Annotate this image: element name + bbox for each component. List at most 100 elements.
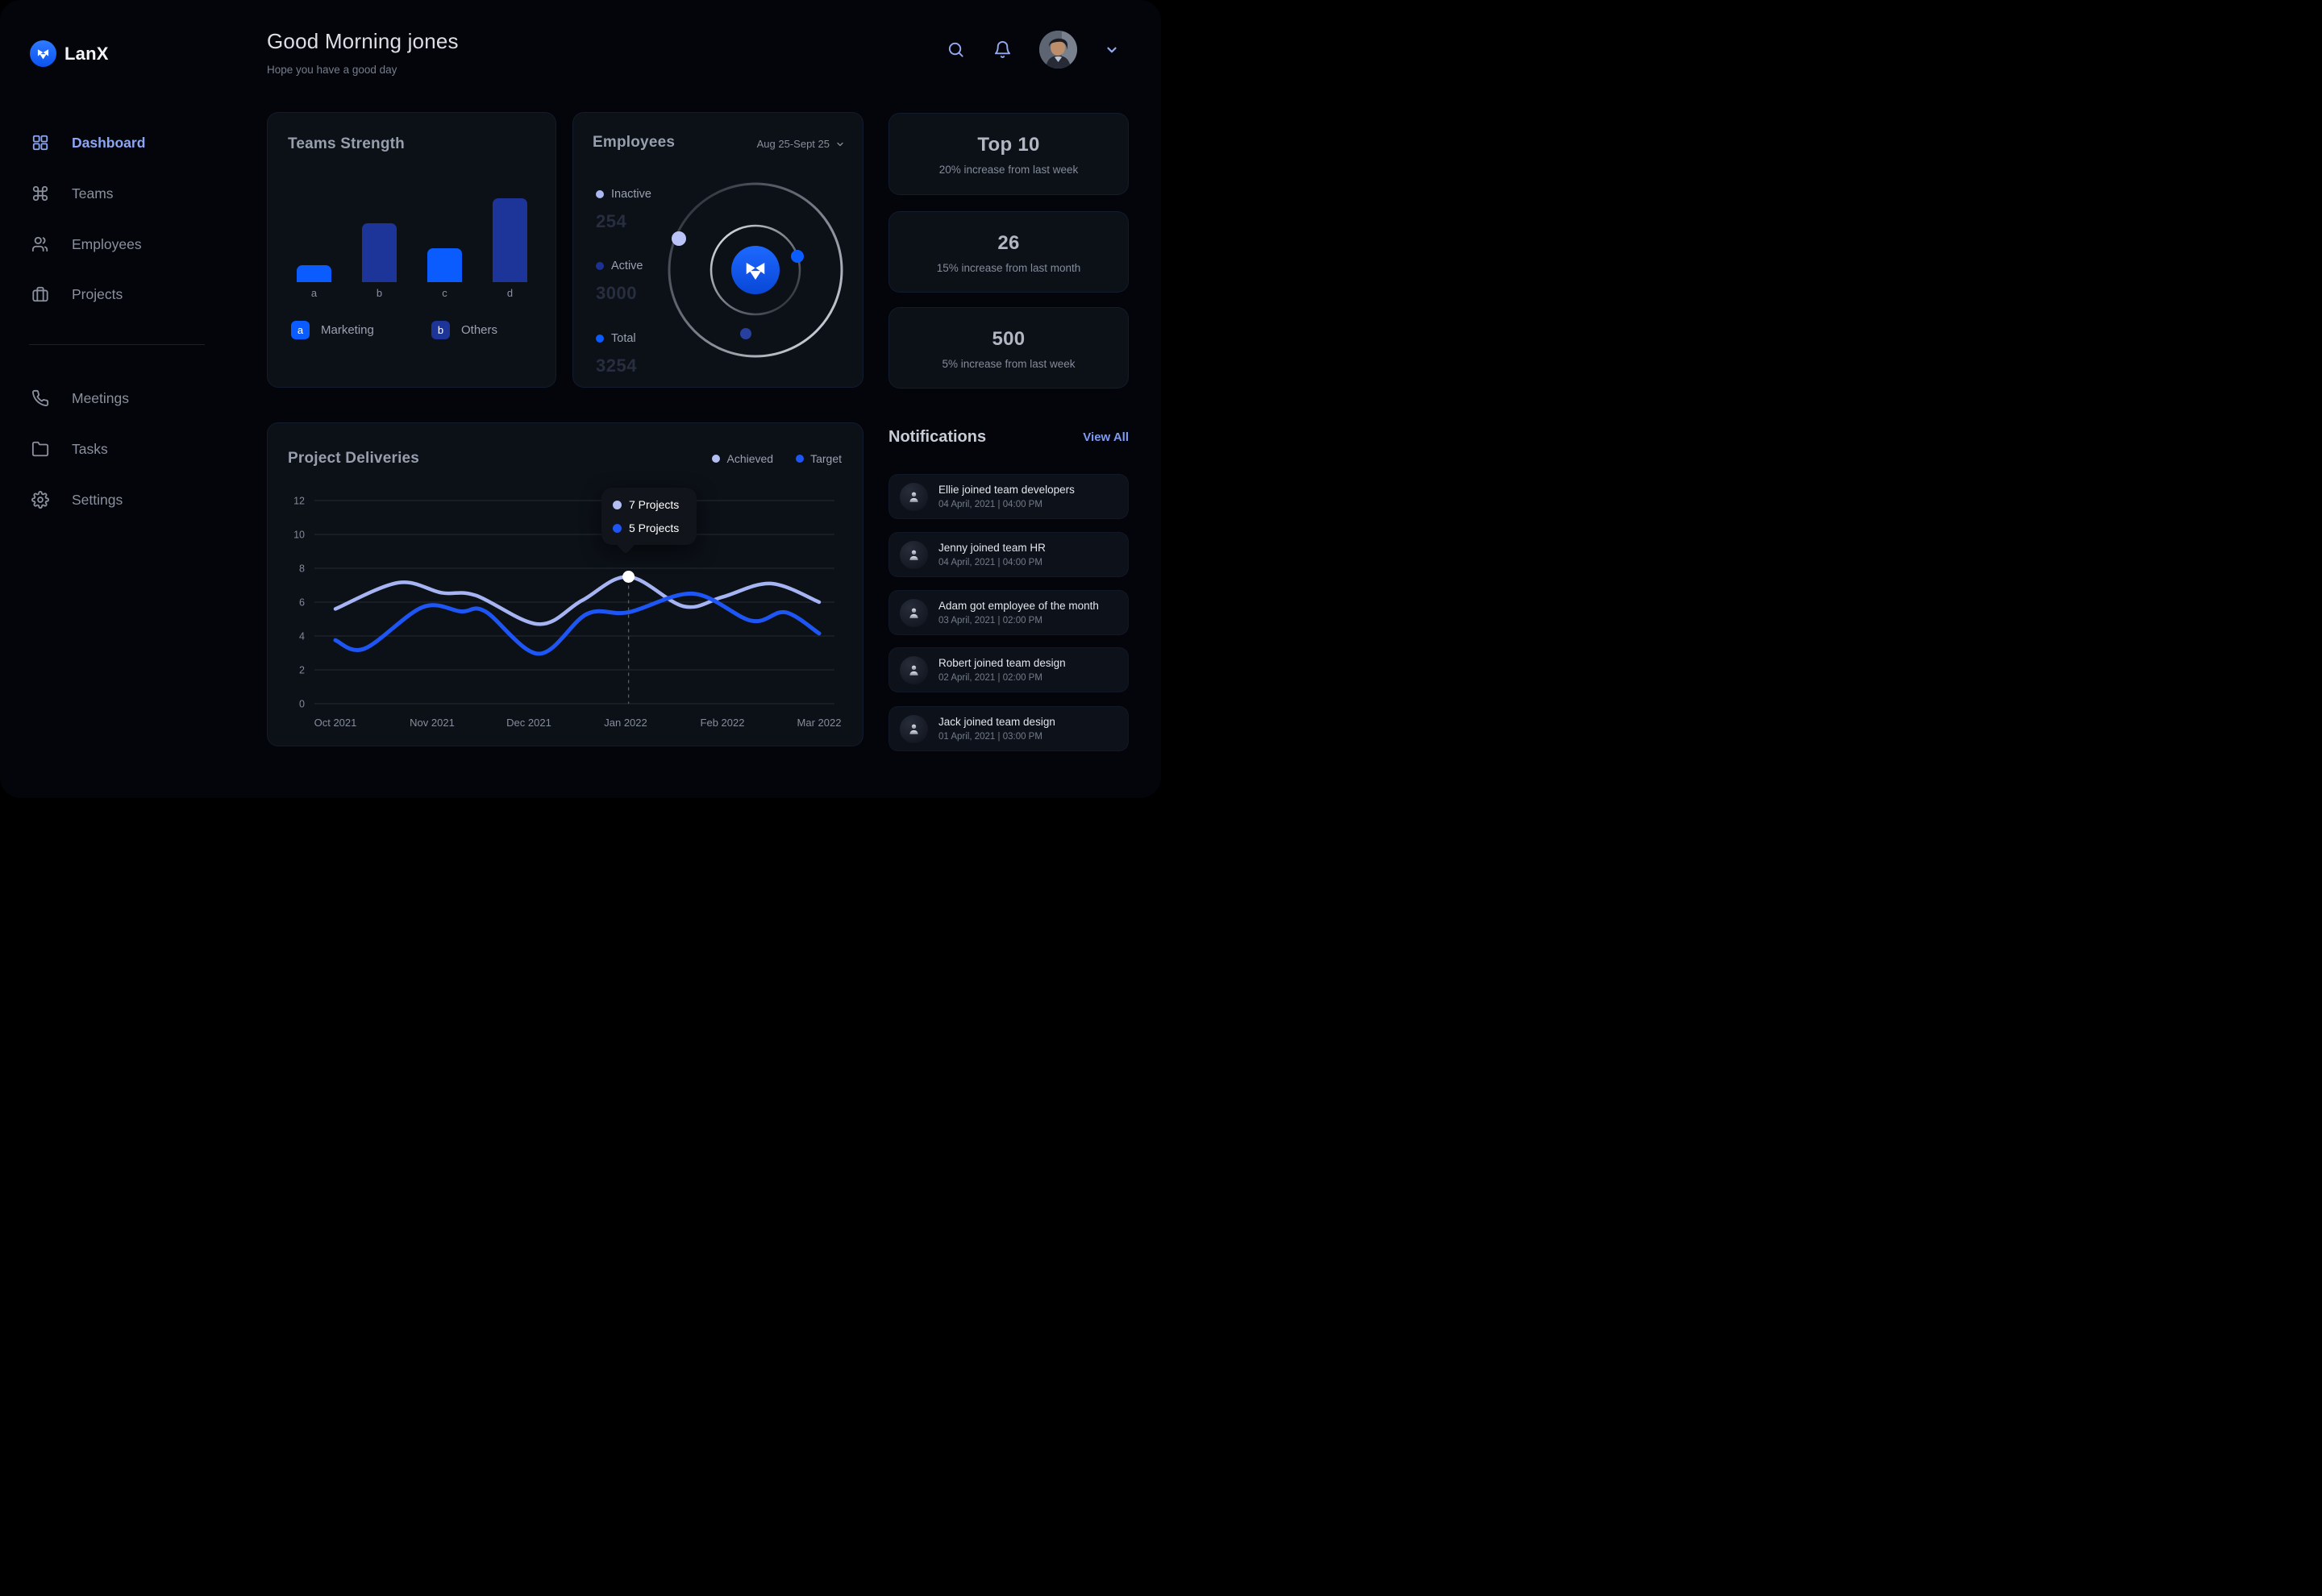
sidebar-item-dashboard[interactable]: Dashboard	[31, 133, 145, 152]
x-tick-label: Jan 2022	[604, 717, 647, 729]
avatar[interactable]	[1039, 31, 1077, 69]
page-subtitle: Hope you have a good day	[267, 64, 397, 76]
notification-item[interactable]: Ellie joined team developers 04 April, 2…	[888, 474, 1129, 519]
stat-inactive: Inactive 254	[596, 187, 651, 232]
stat-value: 3000	[596, 283, 637, 303]
sidebar-item-projects[interactable]: Projects	[31, 285, 123, 304]
stat-value: 254	[596, 211, 627, 231]
bar-category-label: a	[310, 287, 318, 299]
line-chart: 0 2 4 6 8 10 12 Oct 2021 Nov 2021 Dec 2021 Jan 202…	[293, 496, 841, 729]
bell-icon[interactable]	[992, 40, 1012, 60]
notification-item[interactable]: Adam got employee of the month 03 April,…	[888, 590, 1129, 635]
stat-card-value: Top 10	[977, 134, 1040, 156]
stat-card-top10: Top 10 20% increase from last week	[888, 113, 1129, 195]
chevron-down-icon[interactable]	[1105, 43, 1119, 57]
person-icon	[900, 482, 928, 511]
sidebar-item-label: Teams	[72, 185, 114, 202]
stat-active: Active 3000	[596, 259, 643, 304]
stat-card-caption: 20% increase from last week	[938, 164, 1079, 176]
inner-orbit-ring	[710, 224, 801, 316]
card-title: Employees	[593, 134, 676, 151]
notification-title: Jack joined team design	[938, 716, 1055, 728]
active-orbit-dot	[740, 328, 751, 339]
x-tick-label: Nov 2021	[410, 717, 455, 729]
app-window: LanX Dashboard Teams Employees	[0, 0, 1161, 798]
command-icon	[31, 184, 50, 203]
sidebar-item-employees[interactable]: Employees	[31, 235, 142, 254]
grid-icon	[31, 133, 50, 152]
sidebar-item-settings[interactable]: Settings	[31, 490, 123, 509]
achieved-tooltip-dot	[613, 500, 622, 509]
bar-category-label: b	[376, 287, 383, 299]
notification-time: 03 April, 2021 | 02:00 PM	[938, 616, 1042, 626]
briefcase-icon	[31, 285, 50, 304]
legend-key-badge: b	[431, 321, 450, 339]
outer-orbit-ring	[668, 182, 843, 358]
sidebar-divider	[29, 344, 205, 345]
employees-card: Employees Aug 25-Sept 25 Inactive 254 Ac…	[572, 112, 863, 388]
notification-title: Ellie joined team developers	[938, 484, 1075, 496]
bar-category-label: d	[506, 287, 514, 299]
sidebar-item-label: Projects	[72, 285, 123, 302]
total-dot	[596, 334, 604, 343]
notification-time: 04 April, 2021 | 04:00 PM	[938, 500, 1042, 509]
y-tick-label: 12	[293, 496, 305, 507]
sidebar-item-label: Settings	[72, 491, 123, 508]
project-deliveries-card: Project Deliveries Achieved Target 0 2 4 6 8…	[267, 422, 863, 746]
legend-label: Marketing	[321, 323, 374, 337]
notifications-header: Notifications View All	[888, 428, 1129, 447]
notification-item[interactable]: Jenny joined team HR 04 April, 2021 | 04…	[888, 532, 1129, 577]
legend-label: Achieved	[726, 452, 774, 465]
view-all-link[interactable]: View All	[1083, 430, 1129, 444]
search-icon[interactable]	[946, 40, 965, 60]
notification-item[interactable]: Robert joined team design 02 April, 2021…	[888, 647, 1129, 692]
sidebar: LanX Dashboard Teams Employees	[0, 0, 242, 798]
y-tick-label: 8	[299, 563, 305, 575]
series-line-achieved	[333, 575, 822, 626]
notification-time: 02 April, 2021 | 02:00 PM	[938, 673, 1042, 683]
folder-icon	[31, 439, 50, 459]
bar-chart	[268, 198, 556, 282]
y-tick-label: 10	[293, 530, 305, 541]
stat-card-value: 500	[992, 328, 1026, 350]
legend-key-badge: a	[291, 321, 310, 339]
notification-time: 01 April, 2021 | 03:00 PM	[938, 732, 1042, 742]
date-range-select[interactable]: Aug 25-Sept 25	[757, 138, 845, 150]
bar	[493, 198, 527, 282]
chart-legend: Achieved Target	[712, 452, 842, 465]
stat-label: Total	[611, 331, 636, 345]
legend-label: Target	[810, 452, 842, 465]
person-icon	[900, 598, 928, 627]
stat-label: Active	[611, 259, 643, 272]
sidebar-item-teams[interactable]: Teams	[31, 184, 114, 203]
legend-label: Others	[461, 323, 498, 337]
bar-category-label: c	[442, 287, 447, 299]
gear-icon	[31, 490, 50, 509]
marker-dot	[622, 571, 635, 583]
y-tick-label: 2	[299, 665, 305, 676]
users-icon	[31, 235, 50, 254]
teams-strength-card: Teams Strength a b c d a Marketing b Oth…	[267, 112, 556, 388]
brand-logo: LanX	[30, 40, 109, 67]
person-icon	[900, 655, 928, 684]
sidebar-item-meetings[interactable]: Meetings	[31, 389, 129, 408]
stat-card-caption: 15% increase from last month	[936, 262, 1081, 274]
notification-time: 04 April, 2021 | 04:00 PM	[938, 558, 1042, 567]
x-tick-label: Oct 2021	[314, 717, 357, 729]
notification-item[interactable]: Jack joined team design 01 April, 2021 |…	[888, 706, 1129, 751]
notification-title: Robert joined team design	[938, 657, 1066, 669]
chart-tooltip: 7 Projects 5 Projects	[601, 488, 697, 545]
stat-total: Total 3254	[596, 331, 637, 376]
inactive-orbit-dot	[672, 231, 686, 246]
sidebar-item-tasks[interactable]: Tasks	[31, 439, 108, 459]
sidebar-item-label: Dashboard	[72, 134, 146, 151]
x-tick-label: Dec 2021	[506, 717, 551, 729]
orbit-visualization	[668, 182, 843, 358]
bar	[427, 248, 462, 282]
stat-card-value: 26	[997, 232, 1020, 254]
card-title: Project Deliveries	[288, 450, 420, 467]
chevron-down-icon	[837, 142, 843, 146]
achieved-legend-dot	[712, 455, 721, 463]
tooltip-value: 7 Projects	[629, 498, 680, 511]
tooltip-value: 5 Projects	[629, 522, 680, 534]
